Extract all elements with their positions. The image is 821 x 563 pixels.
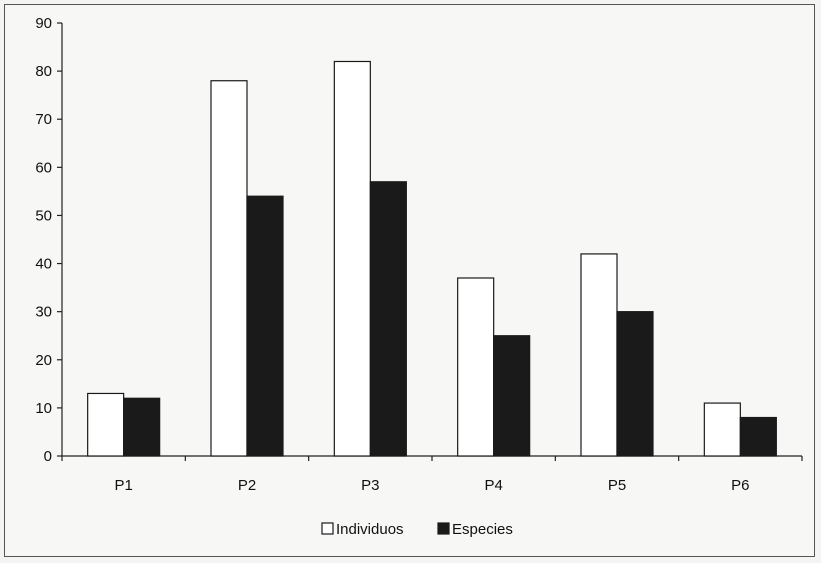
y-axis: 0 10 20 30 40 50 60 70 80 90 [35, 15, 63, 465]
legend-label: Individuos [336, 521, 404, 538]
bar-especies-p2 [246, 195, 284, 457]
y-tick-label: 10 [35, 400, 52, 417]
bar-individuos-p4 [457, 277, 495, 457]
legend: Individuos Especies [321, 521, 513, 538]
x-tick-label: P4 [484, 477, 502, 494]
bar-especies-p6 [739, 416, 777, 457]
bar-especies-p3 [369, 181, 407, 457]
bar-individuos-p2 [210, 80, 248, 457]
chart-frame [4, 4, 815, 557]
y-tick-label: 40 [35, 256, 52, 273]
bar-especies-p1 [123, 397, 161, 457]
bar-individuos-p5 [580, 253, 618, 457]
y-tick-label: 0 [44, 448, 52, 465]
x-tick-label: P5 [608, 477, 626, 494]
x-tick-label: P6 [731, 477, 749, 494]
bar-especies-p5 [616, 311, 654, 457]
x-tick-label: P2 [238, 477, 256, 494]
y-tick-label: 70 [35, 111, 52, 128]
y-tick-label: 20 [35, 352, 52, 369]
x-tick-label: P1 [114, 477, 132, 494]
bar-individuos-p3 [333, 60, 371, 457]
x-axis: P1 P2 P3 P4 P5 P6 [61, 455, 803, 494]
x-tick-label: P3 [361, 477, 379, 494]
bars [87, 60, 777, 457]
y-tick-label: 80 [35, 63, 52, 80]
legend-label: Especies [452, 521, 513, 538]
y-tick-label: 90 [35, 15, 52, 32]
bar-especies-p4 [493, 335, 531, 457]
y-tick-label: 50 [35, 207, 52, 224]
bar-individuos-p6 [703, 402, 741, 457]
legend-swatch [321, 522, 334, 535]
legend-swatch [437, 522, 450, 535]
y-tick-label: 60 [35, 159, 52, 176]
y-tick-label: 30 [35, 304, 52, 321]
bar-individuos-p1 [87, 392, 125, 457]
